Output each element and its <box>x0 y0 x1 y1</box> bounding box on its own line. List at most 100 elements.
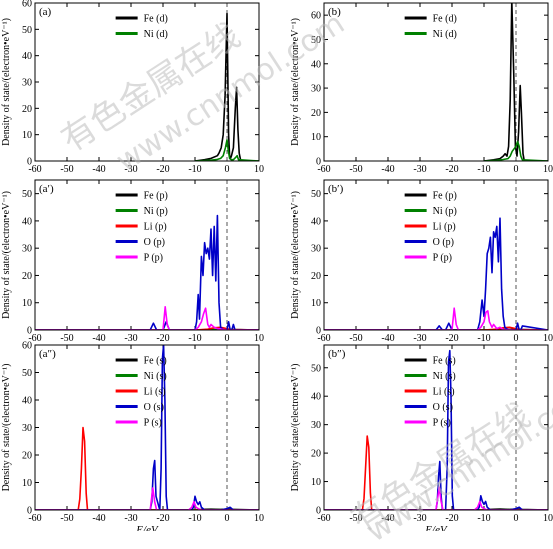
y-tick-label: 50 <box>22 25 32 36</box>
panel-label: (a) <box>39 6 52 18</box>
y-tick-label: 0 <box>316 157 321 168</box>
y-tick-label: 0 <box>27 326 32 337</box>
series-line-Li (s) <box>35 428 259 511</box>
y-tick-label: 50 <box>22 189 32 200</box>
series-group <box>35 216 259 331</box>
legend-label: Li (p) <box>433 222 456 233</box>
y-tick-label: 10 <box>311 477 321 488</box>
panel-label: (b′) <box>328 183 344 195</box>
x-tick-label: -10 <box>188 333 201 344</box>
y-tick-label: 40 <box>22 396 32 407</box>
y-tick-label: 50 <box>311 189 321 200</box>
y-tick-label: 20 <box>22 104 32 115</box>
x-tick-label: 10 <box>254 513 264 524</box>
legend-label: Li (p) <box>144 222 167 233</box>
x-tick-label: -50 <box>349 164 362 175</box>
panel-label: (b) <box>328 6 341 18</box>
series-line-Li (s) <box>324 436 548 510</box>
x-tick-label: -50 <box>349 333 362 344</box>
legend-label: Fe (s) <box>433 356 456 367</box>
legend-label: Ni (s) <box>433 371 456 382</box>
x-tick-label: -20 <box>445 513 458 524</box>
y-tick-label: 10 <box>22 298 32 309</box>
y-tick-label: 40 <box>311 216 321 227</box>
x-tick-label: -20 <box>156 513 169 524</box>
y-tick-label: 30 <box>311 84 321 95</box>
legend-label: Ni (p) <box>433 206 457 217</box>
series-line-O (p) <box>324 218 548 330</box>
legend-label: P (p) <box>433 253 452 264</box>
x-tick-label: -30 <box>124 333 137 344</box>
y-axis-title: Density of state/(electron•eV⁻¹) <box>1 191 12 319</box>
legend-label: O (p) <box>433 237 454 248</box>
y-axis-title: Density of state/(electron•eV⁻¹) <box>290 18 301 146</box>
y-tick-label: 10 <box>22 478 32 489</box>
y-axis-title: Density of state/(electron•eV⁻¹) <box>290 364 301 492</box>
x-tick-label: 10 <box>543 333 553 344</box>
y-axis-title: Density of state/(electron•eV⁻¹) <box>1 364 12 492</box>
y-tick-label: 50 <box>311 363 321 374</box>
x-tick-label: -20 <box>156 164 169 175</box>
y-axis-title: Density of state/(electron•eV⁻¹) <box>1 18 12 146</box>
x-tick-label: 0 <box>514 164 519 175</box>
series-line-P (p) <box>324 308 548 330</box>
y-tick-label: 50 <box>22 368 32 379</box>
x-tick-label: -40 <box>381 164 394 175</box>
x-tick-label: 0 <box>225 164 230 175</box>
legend-label: Fe (s) <box>144 356 167 367</box>
x-tick-label: -30 <box>413 333 426 344</box>
y-tick-label: 20 <box>311 449 321 460</box>
x-axis-title: E/eV <box>135 524 159 531</box>
x-tick-label: 10 <box>543 164 553 175</box>
y-tick-label: 0 <box>316 326 321 337</box>
x-tick-label: -30 <box>413 164 426 175</box>
y-tick-label: 20 <box>22 451 32 462</box>
y-tick-label: 40 <box>311 59 321 70</box>
panel-label: (a″) <box>39 348 56 360</box>
x-tick-label: -20 <box>156 333 169 344</box>
legend-label: O (s) <box>144 402 164 413</box>
series-line-P (s) <box>35 488 259 510</box>
series-line-P (p) <box>35 307 259 330</box>
y-tick-label: 10 <box>311 298 321 309</box>
x-tick-label: -40 <box>381 333 394 344</box>
y-tick-label: 20 <box>22 271 32 282</box>
legend-label: P (p) <box>144 253 163 264</box>
x-tick-label: 0 <box>225 513 230 524</box>
legend-label: P (s) <box>144 418 162 429</box>
y-axis-title: Density of state/(electron•eV⁻¹) <box>290 191 301 319</box>
x-tick-label: -40 <box>92 164 105 175</box>
legend-label: Li (s) <box>144 387 166 398</box>
legend-label: O (p) <box>144 237 165 248</box>
x-axis-title: E/eV <box>424 524 448 531</box>
x-tick-label: 10 <box>543 513 553 524</box>
y-tick-label: 40 <box>311 392 321 403</box>
x-tick-label: -10 <box>477 164 490 175</box>
x-tick-label: 0 <box>514 333 519 344</box>
x-tick-label: -30 <box>124 513 137 524</box>
y-tick-label: 30 <box>22 244 32 255</box>
x-tick-label: -30 <box>124 164 137 175</box>
y-tick-label: 60 <box>311 11 321 22</box>
y-tick-label: 0 <box>27 157 32 168</box>
legend-label: Fe (d) <box>144 14 168 25</box>
x-tick-label: -10 <box>188 513 201 524</box>
x-tick-label: -40 <box>92 333 105 344</box>
legend-label: Fe (p) <box>144 191 168 202</box>
x-tick-label: -40 <box>92 513 105 524</box>
x-tick-label: -10 <box>188 164 201 175</box>
legend-label: Fe (p) <box>433 191 457 202</box>
x-tick-label: -50 <box>60 164 73 175</box>
y-tick-label: 50 <box>311 35 321 46</box>
panel-label: (a′) <box>39 183 54 195</box>
y-tick-label: 60 <box>22 0 32 10</box>
legend-label: Li (s) <box>433 387 455 398</box>
y-tick-label: 30 <box>22 423 32 434</box>
legend-label: Ni (d) <box>144 29 168 40</box>
y-tick-label: 10 <box>311 132 321 143</box>
y-tick-label: 60 <box>22 341 32 352</box>
x-tick-label: 0 <box>225 333 230 344</box>
